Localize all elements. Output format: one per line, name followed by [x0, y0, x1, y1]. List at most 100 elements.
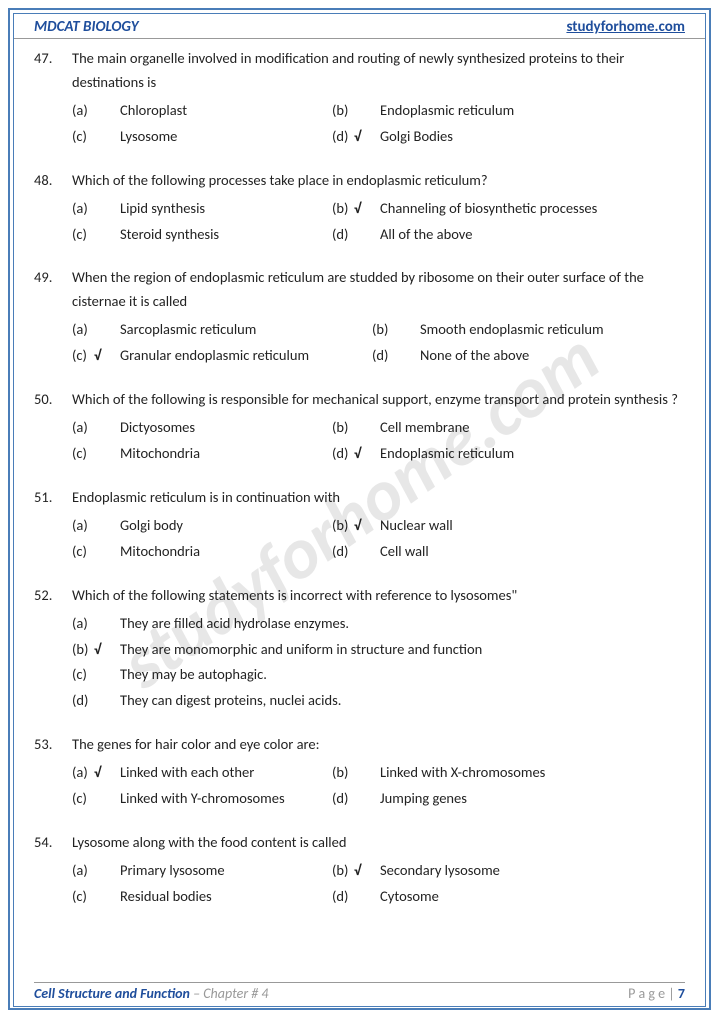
question-text: When the region of endoplasmic reticulum… [72, 266, 685, 314]
option: (d)Cytosome [332, 885, 632, 909]
question-body: The main organelle involved in modificat… [72, 47, 685, 151]
options: (a)Sarcoplasmic reticulum(b)Smooth endop… [72, 318, 685, 368]
check-icon [354, 416, 368, 440]
option: (b)Linked with X-chromosomes [332, 761, 632, 785]
option-label: (c) [72, 223, 120, 247]
option: (d)Jumping genes [332, 787, 632, 811]
option-text: Mitochondria [120, 540, 332, 564]
option-key: (a) [72, 612, 94, 636]
option: (c)Lysosome [72, 125, 332, 149]
check-icon: √ [354, 197, 368, 221]
option-label: (b)√ [332, 859, 380, 883]
option-text: Cell wall [380, 540, 632, 564]
question-text: Endoplasmic reticulum is in continuation… [72, 486, 685, 510]
option-key: (d) [332, 223, 354, 247]
option-label: (a) [72, 859, 120, 883]
check-icon: √ [354, 514, 368, 538]
option-label: (c) [72, 885, 120, 909]
option-key: (d) [372, 344, 394, 368]
question-body: Which of the following processes take pl… [72, 169, 685, 249]
check-icon [394, 318, 408, 342]
question-number: 53. [34, 733, 72, 813]
option: (d)Cell wall [332, 540, 632, 564]
option-text: Golgi Bodies [380, 125, 632, 149]
check-icon [94, 99, 108, 123]
check-icon [354, 223, 368, 247]
footer-page: P a g e | 7 [628, 985, 685, 1002]
option-label: (a) [72, 416, 120, 440]
option-key: (c) [72, 223, 94, 247]
option-label: (c) [72, 663, 120, 687]
option: (b)√Channeling of biosynthetic processes [332, 197, 632, 221]
option-label: (d) [332, 223, 380, 247]
option-text: Residual bodies [120, 885, 332, 909]
option-key: (c) [72, 663, 94, 687]
check-icon [94, 442, 108, 466]
option-key: (d) [72, 689, 94, 713]
option-key: (b) [332, 416, 354, 440]
option-key: (b) [332, 761, 354, 785]
option-text: Dictyosomes [120, 416, 332, 440]
option-key: (d) [332, 787, 354, 811]
option-key: (a) [72, 318, 94, 342]
option-row: (c)Mitochondria(d)Cell wall [72, 540, 685, 564]
option: (d) All of the above [332, 223, 632, 247]
option: (a)Golgi body [72, 514, 332, 538]
check-icon [94, 885, 108, 909]
option-text: Granular endoplasmic reticulum [120, 344, 372, 368]
question-number: 52. [34, 584, 72, 716]
option-text: Cytosome [380, 885, 632, 909]
option-label: (b) [332, 761, 380, 785]
question: 54.Lysosome along with the food content … [34, 831, 685, 911]
check-icon [94, 540, 108, 564]
question: 49.When the region of endoplasmic reticu… [34, 266, 685, 370]
option-row: (a)Primary lysosome(b)√Secondary lysosom… [72, 859, 685, 883]
footer-page-num: 7 [678, 985, 685, 1002]
question: 48.Which of the following processes take… [34, 169, 685, 249]
page-inner: studyforhome.com MDCAT BIOLOGY studyforh… [13, 13, 706, 1007]
questions-container: 47.The main organelle involved in modifi… [14, 39, 705, 911]
question-number: 50. [34, 388, 72, 468]
option-text: Endoplasmic reticulum [380, 99, 632, 123]
question-row: 54.Lysosome along with the food content … [34, 831, 685, 911]
option-key: (b) [332, 197, 354, 221]
option: (d)They can digest proteins, nuclei acid… [72, 689, 685, 713]
question-text: Which of the following statements is inc… [72, 584, 685, 608]
option-label: (c) [72, 442, 120, 466]
question-text: Lysosome along with the food content is … [72, 831, 685, 855]
option: (a)Primary lysosome [72, 859, 332, 883]
options: (a)√Linked with each other(b)Linked with… [72, 761, 685, 811]
question-number: 48. [34, 169, 72, 249]
option-row: (c)Lysosome(d)√Golgi Bodies [72, 125, 685, 149]
option-key: (b) [72, 638, 94, 662]
check-icon [354, 761, 368, 785]
option-text: Sarcoplasmic reticulum [120, 318, 372, 342]
check-icon [94, 787, 108, 811]
check-icon [94, 125, 108, 149]
footer-topic-text: Cell Structure and Function [34, 985, 190, 1002]
question: 47.The main organelle involved in modifi… [34, 47, 685, 151]
footer-page-label: P a g e | [628, 985, 678, 1002]
option: (a) They are filled acid hydrolase enzyme… [72, 612, 685, 636]
option-text: They are monomorphic and uniform in stru… [120, 638, 685, 662]
question-body: Which of the following statements is inc… [72, 584, 685, 716]
option-label: (d) [372, 344, 420, 368]
page-footer: Cell Structure and Function – Chapter # … [34, 982, 685, 1002]
footer-topic: Cell Structure and Function – Chapter # … [34, 985, 269, 1002]
check-icon [94, 197, 108, 221]
option-text: All of the above [380, 223, 632, 247]
option-label: (b) [332, 416, 380, 440]
option-key: (b) [332, 859, 354, 883]
option-key: (a) [72, 99, 94, 123]
question-body: The genes for hair color and eye color a… [72, 733, 685, 813]
option-text: They are filled acid hydrolase enzymes. [120, 612, 685, 636]
question: 50.Which of the following is responsible… [34, 388, 685, 468]
option-label: (a) [72, 197, 120, 221]
option: (c)Linked with Y-chromosomes [72, 787, 332, 811]
option-text: Lysosome [120, 125, 332, 149]
option-text: None of the above [420, 344, 672, 368]
check-icon: √ [94, 638, 108, 662]
option-label: (b)√ [72, 638, 120, 662]
option: (a)Chloroplast [72, 99, 332, 123]
option-text: Nuclear wall [380, 514, 632, 538]
